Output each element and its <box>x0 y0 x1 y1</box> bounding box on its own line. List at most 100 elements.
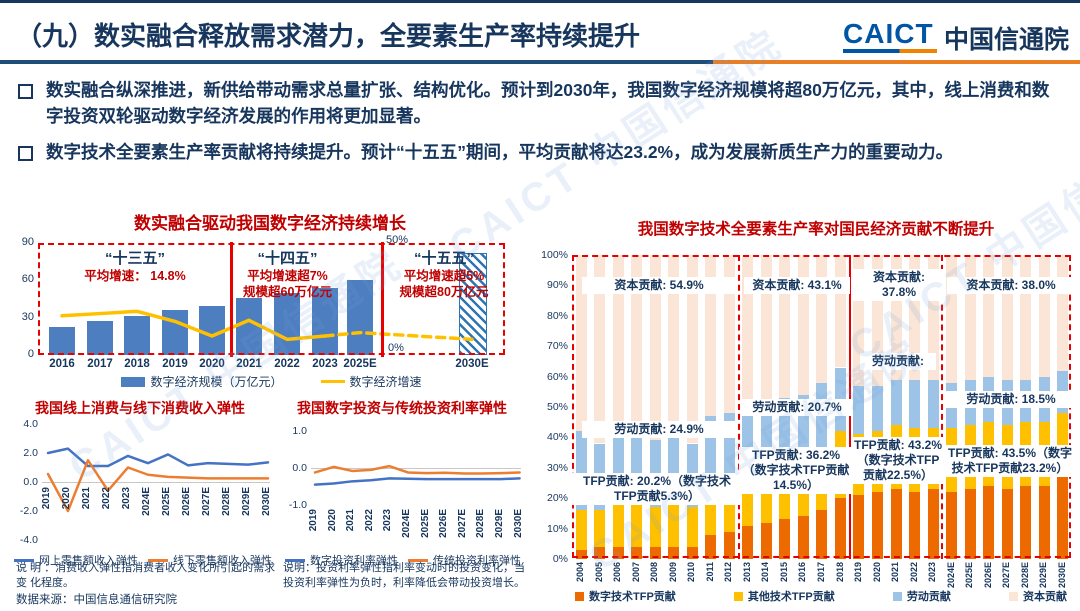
line-swatch-icon <box>408 558 428 562</box>
bullet-square-icon <box>18 145 33 161</box>
legend-label: 数字经济增速 <box>349 375 422 389</box>
bar-segment <box>649 507 661 547</box>
legend-item: 网上零售额收入弹性 <box>14 552 138 568</box>
y-tick-label: 2.0 <box>23 447 38 459</box>
bar-segment <box>668 546 680 559</box>
caict-logo-underline <box>843 49 937 53</box>
x-tick-label: 2028E <box>475 509 487 538</box>
period-annotation: “十五五” 平均增速超5% 规模超80万亿元 <box>385 247 503 301</box>
x-tick-label: 2030E <box>512 509 524 538</box>
x-tick-label: 2004 <box>575 562 586 583</box>
bar-segment <box>909 255 921 380</box>
investment-note: 说明：投资利率弹性指利率变动时的投资变化，当投资利率弹性为负时，利率降低会带动投… <box>283 562 525 589</box>
x-tick-label: 2020 <box>199 358 225 370</box>
y-tick-label: 40% <box>546 431 568 444</box>
bar-segment <box>631 546 643 559</box>
bar-segment <box>631 255 643 432</box>
square-swatch-icon <box>575 591 584 601</box>
bar-segment <box>742 413 754 471</box>
x-tick-label: 2025E <box>161 487 172 516</box>
tfp-contribution-label: TFP贡献: 36.2%（数字技术TFP贡献14.5%） <box>739 447 853 494</box>
y-tick-label: -4.0 <box>19 534 38 546</box>
section-divider-dashed <box>737 255 740 559</box>
y-tick-label: 100% <box>541 249 568 261</box>
bar-segment <box>779 519 791 559</box>
y-tick-label: 80% <box>546 309 568 322</box>
bar-segment <box>964 489 976 559</box>
bar-segment <box>1057 413 1069 474</box>
x-tick-label: 2021 <box>81 487 92 510</box>
x-tick-label: 2027E <box>1001 562 1012 589</box>
x-tick-label: 2025E <box>343 358 377 370</box>
x-tick-label: 2022 <box>101 487 112 510</box>
bar-segment <box>890 489 902 559</box>
bar-segment <box>723 255 735 414</box>
consumption-elasticity-chart: 4.0 2.0 0.0 -2.0 -4.0 2019 2020 2021 2022 2023 202… <box>14 416 272 572</box>
y-tick-label: 30 <box>21 310 34 323</box>
bar-segment <box>705 492 717 535</box>
y-tick-label: 90% <box>546 279 568 292</box>
bar-segment <box>927 255 939 380</box>
x-tick-label: 2027E <box>456 509 468 538</box>
x-tick-label: 2018 <box>834 562 845 583</box>
digital-economy-chart <box>38 243 505 355</box>
square-swatch-icon <box>892 591 902 601</box>
capital-contribution-label: 资本贡献: 54.9% <box>582 277 736 294</box>
period-name: “十五五” <box>413 250 474 267</box>
x-tick-label: 2020 <box>326 509 338 532</box>
x-tick-label: 2026E <box>982 562 993 589</box>
bar-segment <box>983 255 995 377</box>
x-tick-label: 2023 <box>927 562 938 583</box>
x-tick-label: 2020 <box>61 487 72 510</box>
line-series <box>313 464 521 486</box>
bar <box>236 298 262 355</box>
x-tick-label: 2010 <box>686 562 697 583</box>
bar-segment <box>890 379 902 426</box>
x-tick-label: 2021 <box>890 562 901 583</box>
period-name: “十四五” <box>257 250 318 267</box>
x-tick-label: 2026E <box>181 487 192 516</box>
bar-segment <box>853 495 865 559</box>
bar-segment <box>742 525 754 559</box>
bar-segment <box>871 385 883 432</box>
bar-segment <box>575 549 587 559</box>
bar-segment <box>723 486 735 532</box>
chart-title-investment-elasticity: 我国数字投资与传统投资利率弹性 <box>297 400 507 416</box>
bar-segment <box>816 255 828 383</box>
bar-segment <box>927 489 939 559</box>
x-tick-label: 2030E <box>1056 562 1067 589</box>
period-name: “十三五” <box>104 250 165 267</box>
legend-item: 资本贡献 <box>1008 588 1067 604</box>
bar-segment <box>853 255 865 386</box>
bar-segment <box>760 522 772 559</box>
bar-segment <box>871 255 883 386</box>
bar-segment <box>1057 473 1069 559</box>
bar-segment <box>668 501 680 547</box>
right-axis-label: 50% <box>386 234 409 246</box>
bar-segment <box>686 546 698 559</box>
bar-segment <box>946 492 958 559</box>
x-tick-label: 2012 <box>723 562 734 583</box>
bar-segment <box>631 504 643 547</box>
y-tick-label: 70% <box>546 340 568 353</box>
bar-segment <box>1001 489 1013 559</box>
capital-contribution-label: 资本贡献: 37.8% <box>853 269 945 301</box>
bar <box>49 326 75 355</box>
bar-segment <box>909 379 921 429</box>
bar-segment <box>705 534 717 559</box>
bar-segment <box>594 510 606 547</box>
bar-segment <box>946 255 958 383</box>
y-tick-label: 10% <box>546 522 568 535</box>
legend-label: 网上零售额收入弹性 <box>39 555 138 567</box>
line-swatch-icon <box>148 558 168 562</box>
bar-segment <box>612 434 624 505</box>
bar <box>87 321 113 355</box>
bar <box>274 292 300 355</box>
legend-label: 传统投资利率弹性 <box>433 555 521 567</box>
labor-contribution-label: 劳动贡献: 24.9% <box>582 421 736 438</box>
bar-segment <box>853 385 865 435</box>
bar-segment <box>649 255 661 441</box>
bar-segment <box>1057 255 1069 371</box>
data-source: 数据来源：中国信息通信研究院 <box>16 594 177 606</box>
x-tick-label: 2006 <box>612 562 623 583</box>
